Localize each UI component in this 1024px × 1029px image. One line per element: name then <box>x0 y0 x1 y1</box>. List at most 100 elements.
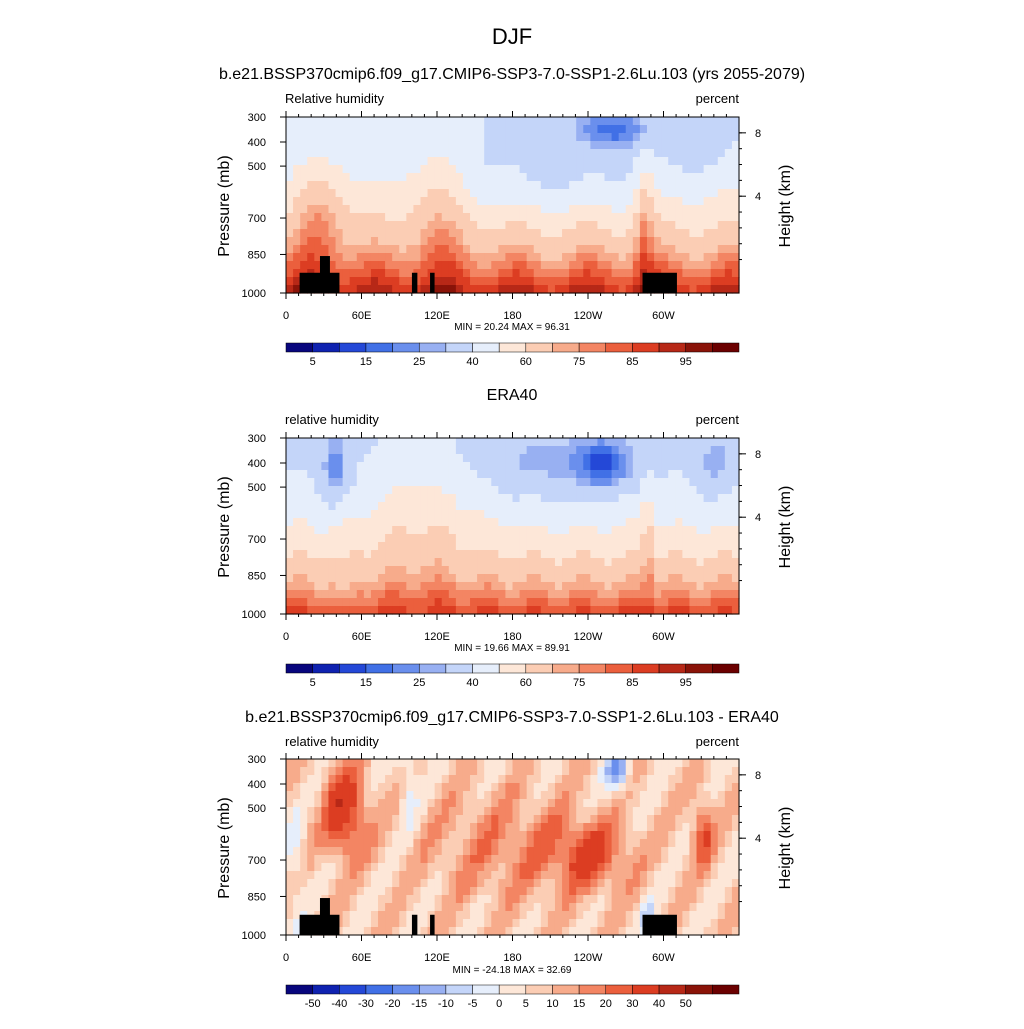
contour-cell <box>597 887 606 896</box>
right-tick-label: 4 <box>755 191 761 203</box>
contour-cell <box>632 261 641 270</box>
contour-cell <box>724 518 733 527</box>
contour-cell <box>675 847 683 856</box>
contour-cell <box>427 807 436 816</box>
contour-cell <box>519 181 528 190</box>
contour-cell <box>505 927 514 936</box>
contour-cell <box>477 831 485 840</box>
contour-cell <box>717 887 726 896</box>
contour-cell <box>632 598 641 607</box>
contour-cell <box>710 117 719 126</box>
contour-cell <box>512 261 521 270</box>
contour-cell <box>307 590 315 599</box>
contour-cell <box>526 919 535 928</box>
contour-cell <box>505 799 514 808</box>
contour-cell <box>639 237 648 246</box>
contour-cell <box>491 125 499 134</box>
contour-cell <box>540 542 549 551</box>
contour-cell <box>696 855 705 864</box>
contour-cell <box>335 767 344 776</box>
contour-cell <box>286 566 294 575</box>
contour-cell <box>583 478 591 487</box>
contour-cell <box>441 213 450 222</box>
contour-cell <box>342 189 351 198</box>
contour-cell <box>441 438 450 447</box>
contour-cell <box>427 454 436 463</box>
contour-cell <box>590 494 599 503</box>
contour-cell <box>427 213 436 222</box>
contour-cell <box>420 847 429 856</box>
contour-cell <box>335 229 344 238</box>
contour-cell <box>639 229 648 238</box>
contour-cell <box>533 486 542 495</box>
contour-cell <box>356 550 365 559</box>
contour-cell <box>385 205 393 214</box>
contour-cell <box>448 470 457 479</box>
contour-cell <box>611 454 620 463</box>
contour-cell <box>293 791 301 800</box>
contour-cell <box>356 799 365 808</box>
contour-cell <box>675 221 683 230</box>
contour-cell <box>406 815 415 824</box>
contour-cell <box>441 558 450 567</box>
contour-cell <box>434 911 443 920</box>
contour-cell <box>441 117 450 126</box>
contour-cell <box>427 526 436 535</box>
contour-cell <box>399 518 407 527</box>
contour-cell <box>286 478 294 487</box>
contour-cell <box>717 197 726 206</box>
contour-cell <box>618 285 627 294</box>
contour-cell <box>569 783 577 792</box>
contour-cell <box>491 775 499 784</box>
contour-cell <box>547 125 556 134</box>
contour-cell <box>462 598 471 607</box>
contour-cell <box>498 454 507 463</box>
contour-cell <box>569 205 577 214</box>
contour-cell <box>321 518 330 527</box>
contour-cell <box>710 823 719 832</box>
contour-cell <box>611 478 620 487</box>
contour-cell <box>540 903 549 912</box>
contour-cell <box>470 831 478 840</box>
contour-cell <box>363 911 372 920</box>
contour-cell <box>675 759 683 768</box>
contour-cell <box>696 237 705 246</box>
contour-cell <box>378 855 386 864</box>
contour-cell <box>300 205 308 214</box>
contour-cell <box>540 229 549 238</box>
contour-cell <box>562 470 570 479</box>
contour-cell <box>569 165 577 174</box>
contour-cell <box>583 542 591 551</box>
contour-cell <box>392 181 400 190</box>
contour-cell <box>427 542 436 551</box>
contour-cell <box>321 478 330 487</box>
contour-cell <box>370 855 379 864</box>
contour-cell <box>307 815 315 824</box>
contour-cell <box>654 125 662 134</box>
contour-cell <box>689 454 698 463</box>
contour-cell <box>710 574 719 583</box>
contour-cell <box>491 205 499 214</box>
contour-cell <box>321 871 330 880</box>
contour-cell <box>307 197 315 206</box>
y-tick-label: 850 <box>248 570 266 582</box>
contour-cell <box>385 855 393 864</box>
contour-cell <box>505 470 514 479</box>
contour-cell <box>363 526 372 535</box>
contour-cell <box>590 125 599 134</box>
contour-cell <box>724 582 733 591</box>
contour-cell <box>625 855 634 864</box>
contour-cell <box>385 911 393 920</box>
contour-cell <box>611 237 620 246</box>
contour-cell <box>562 462 570 471</box>
contour-cell <box>484 454 492 463</box>
contour-cell <box>462 510 471 519</box>
contour-cell <box>526 823 535 832</box>
contour-cell <box>378 157 386 166</box>
contour-cell <box>618 117 627 126</box>
contour-cell <box>434 510 443 519</box>
contour-cell <box>618 767 627 776</box>
contour-cell <box>392 582 400 591</box>
contour-cell <box>519 125 528 134</box>
contour-cell <box>710 871 719 880</box>
